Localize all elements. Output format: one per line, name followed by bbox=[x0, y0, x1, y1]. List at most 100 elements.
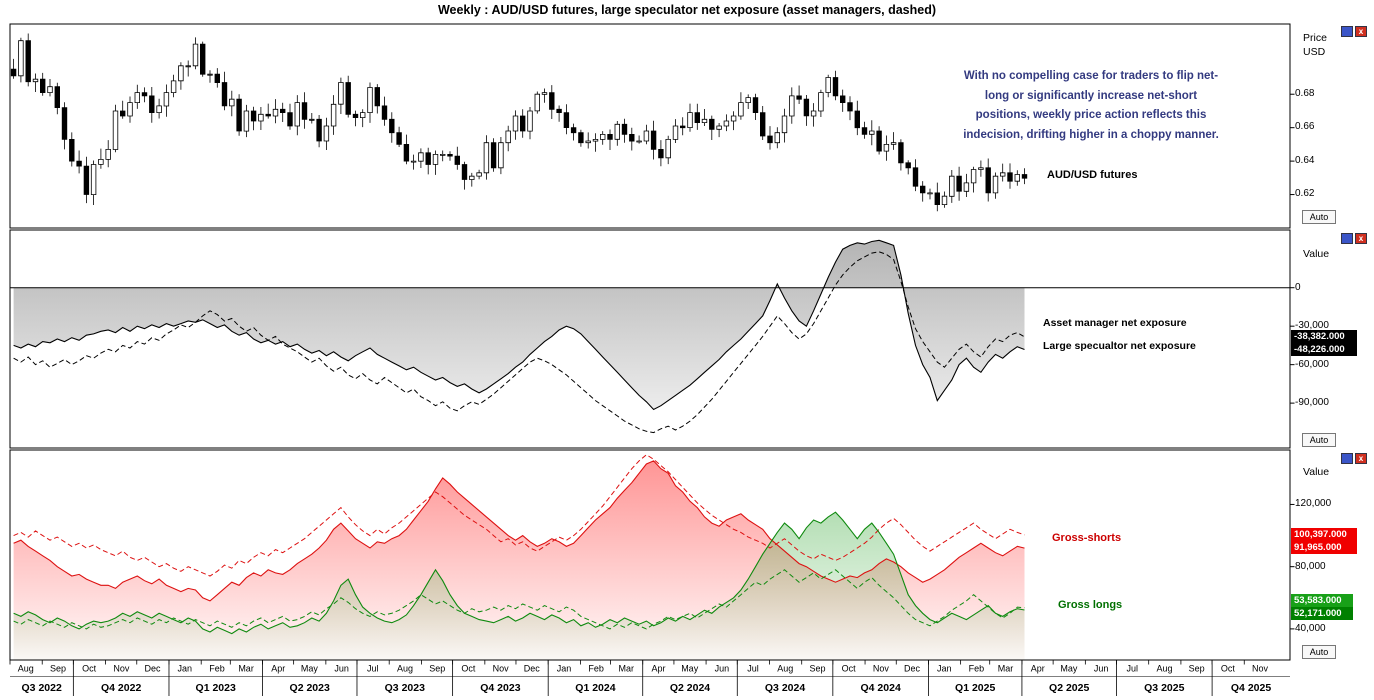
annotation-line: positions, weekly price action reflects … bbox=[975, 109, 1207, 121]
net-tick: -90,000 bbox=[1295, 397, 1329, 408]
month-label: Aug bbox=[397, 664, 413, 674]
month-label: Apr bbox=[1031, 664, 1045, 674]
month-label: Feb bbox=[969, 664, 985, 674]
month-label: Oct bbox=[842, 664, 857, 674]
quarter-label: Q4 2025 bbox=[1231, 682, 1271, 694]
quarter-label: Q3 2023 bbox=[385, 682, 425, 694]
candles-up bbox=[18, 40, 1020, 205]
month-label: Jul bbox=[1126, 664, 1138, 674]
price-panel-border bbox=[9, 23, 1291, 229]
month-label: Jun bbox=[1094, 664, 1109, 674]
quarter-label: Q2 2023 bbox=[290, 682, 330, 694]
month-label: Sep bbox=[809, 664, 825, 674]
auto-scale-button-price[interactable]: Auto bbox=[1302, 210, 1336, 224]
annotation-line: With no compelling case for traders to f… bbox=[963, 70, 1219, 82]
quarter-label: Q4 2023 bbox=[480, 682, 520, 694]
price-axis-title: Price bbox=[1303, 32, 1327, 44]
large-speculator-net-exposure-label: Large specualtor net exposure bbox=[1043, 340, 1196, 352]
net-exposure-fill bbox=[13, 240, 1025, 410]
gross-shorts-spec-badge: 91,965.000 bbox=[1291, 541, 1357, 554]
month-label: Sep bbox=[429, 664, 445, 674]
month-label: Jul bbox=[367, 664, 379, 674]
month-label: Aug bbox=[18, 664, 34, 674]
gross-longs-spec-badge: 52,171.000 bbox=[1291, 607, 1353, 620]
month-label: Aug bbox=[1156, 664, 1172, 674]
month-label: Feb bbox=[209, 664, 225, 674]
asset-manager-value-badge: -38,382.000 bbox=[1291, 330, 1357, 343]
month-label: Mar bbox=[998, 664, 1014, 674]
price-tick: 0.68 bbox=[1295, 88, 1315, 99]
gross-axis-title: Value bbox=[1303, 466, 1330, 478]
quarter-label: Q1 2024 bbox=[575, 682, 615, 694]
price-axis-unit: USD bbox=[1303, 46, 1326, 58]
auto-scale-button-gross[interactable]: Auto bbox=[1302, 645, 1336, 659]
price-tick: 0.64 bbox=[1295, 155, 1315, 166]
gross-shorts-spec-line bbox=[13, 460, 1025, 602]
quarter-label: Q3 2025 bbox=[1144, 682, 1184, 694]
restore-window-icon[interactable] bbox=[1341, 453, 1353, 464]
month-label: Apr bbox=[652, 664, 666, 674]
gross-longs-am-badge: 53,583.000 bbox=[1291, 594, 1353, 607]
price-tick: 0.62 bbox=[1295, 188, 1315, 199]
gross-tick: 120,000 bbox=[1295, 498, 1332, 509]
restore-window-icon[interactable] bbox=[1341, 26, 1353, 37]
month-label: Nov bbox=[873, 664, 890, 674]
net-panel-border bbox=[9, 229, 1291, 449]
close-icon[interactable]: x bbox=[1355, 233, 1367, 244]
month-label: Oct bbox=[82, 664, 97, 674]
gross-panel-border bbox=[9, 449, 1291, 661]
close-icon[interactable]: x bbox=[1355, 26, 1367, 37]
candles-down bbox=[10, 40, 1028, 205]
month-label: May bbox=[681, 664, 699, 674]
quarter-label: Q2 2025 bbox=[1049, 682, 1089, 694]
month-label: Mar bbox=[619, 664, 635, 674]
gross-longs-fill bbox=[13, 512, 1025, 660]
quarter-label: Q1 2025 bbox=[955, 682, 995, 694]
month-label: Dec bbox=[904, 664, 921, 674]
month-label: Nov bbox=[1252, 664, 1269, 674]
month-label: Jan bbox=[937, 664, 952, 674]
large-spec-net-line bbox=[13, 239, 1025, 411]
month-label: Jan bbox=[557, 664, 572, 674]
gross-tick: 80,000 bbox=[1295, 561, 1326, 572]
gross-shorts-am-badge: 100,397.000 bbox=[1291, 528, 1357, 541]
last-price-badge: 0.62980 bbox=[1294, 172, 1329, 183]
month-label: Jun bbox=[715, 664, 730, 674]
net-axis-title: Value bbox=[1303, 248, 1330, 260]
price-tick: 0.66 bbox=[1295, 121, 1315, 132]
month-label: Jan bbox=[178, 664, 193, 674]
gross-longs-spec-line bbox=[13, 511, 1025, 635]
month-label: Sep bbox=[50, 664, 66, 674]
month-label: Oct bbox=[1221, 664, 1236, 674]
gross-shorts-am-line bbox=[13, 454, 1025, 577]
quarter-label: Q2 2024 bbox=[670, 682, 710, 694]
net-tick: -60,000 bbox=[1295, 359, 1329, 370]
month-label: May bbox=[1060, 664, 1078, 674]
gross-shorts-label: Gross-shorts bbox=[1052, 532, 1122, 544]
month-label: Oct bbox=[461, 664, 476, 674]
quarter-label: Q3 2022 bbox=[22, 682, 62, 694]
asset-manager-net-exposure-label: Asset manager net exposure bbox=[1043, 317, 1187, 329]
month-label: Dec bbox=[145, 664, 162, 674]
large-spec-value-badge: -48,226.000 bbox=[1291, 343, 1357, 356]
month-label: Jun bbox=[334, 664, 349, 674]
auto-scale-button-net[interactable]: Auto bbox=[1302, 433, 1336, 447]
month-label: Nov bbox=[113, 664, 130, 674]
close-icon[interactable]: x bbox=[1355, 453, 1367, 464]
annotation-line: long or significantly increase net-short bbox=[984, 89, 1198, 102]
gross-tick: 40,000 bbox=[1295, 623, 1326, 634]
month-label: Jul bbox=[747, 664, 759, 674]
quarter-label: Q1 2023 bbox=[196, 682, 236, 694]
net-tick: -30,000 bbox=[1295, 320, 1329, 331]
annotation-text: With no compelling case for traders to f… bbox=[915, 67, 1267, 145]
restore-window-icon[interactable] bbox=[1341, 233, 1353, 244]
month-label: Dec bbox=[524, 664, 541, 674]
month-label: Apr bbox=[271, 664, 285, 674]
month-label: May bbox=[301, 664, 319, 674]
net-tick: 0 bbox=[1295, 282, 1301, 293]
annotation-line: indecision, drifting higher in a choppy … bbox=[963, 128, 1219, 141]
month-label: Feb bbox=[588, 664, 604, 674]
chart-title: Weekly : AUD/USD futures, large speculat… bbox=[437, 3, 937, 17]
